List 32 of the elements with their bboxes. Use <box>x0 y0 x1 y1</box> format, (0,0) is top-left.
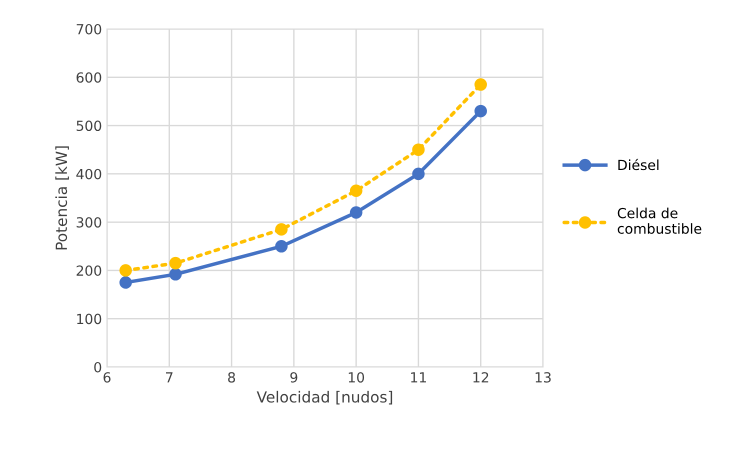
y-tick-label: 0 <box>94 362 102 372</box>
x-tick-label: 10 <box>348 372 364 383</box>
x-tick-label: 7 <box>166 372 173 382</box>
point <box>169 256 182 270</box>
point <box>169 268 182 281</box>
x-tick-label: 13 <box>536 372 551 383</box>
y-tick-label: 200 <box>76 265 102 276</box>
x-tick-label: 9 <box>290 372 298 383</box>
legend-label: Diésel <box>618 158 658 170</box>
y-tick-label: 500 <box>76 120 102 132</box>
point <box>119 264 132 277</box>
x-tick-label: 12 <box>473 372 488 382</box>
point <box>275 240 288 253</box>
y-tick-label: 100 <box>77 314 102 324</box>
y-tick-label: 300 <box>76 217 102 228</box>
x-tick-label: 8 <box>228 372 236 383</box>
point <box>412 168 425 180</box>
x-tick-label: 6 <box>104 372 111 383</box>
y-tick-label: 700 <box>76 24 102 34</box>
point <box>275 223 288 236</box>
point <box>474 104 487 118</box>
x-tick-label: 11 <box>411 372 426 382</box>
x-axis-title: Velocidad [nudos] <box>256 390 392 404</box>
point <box>474 78 487 91</box>
legend-label: Celda de combustible <box>618 208 702 234</box>
y-axis-title: Potencia [kW] <box>55 146 69 250</box>
y-tick-label: 600 <box>76 72 102 83</box>
point <box>119 276 132 289</box>
point <box>412 143 425 156</box>
y-tick-label: 400 <box>76 168 102 180</box>
point <box>350 184 362 198</box>
point <box>350 206 362 219</box>
